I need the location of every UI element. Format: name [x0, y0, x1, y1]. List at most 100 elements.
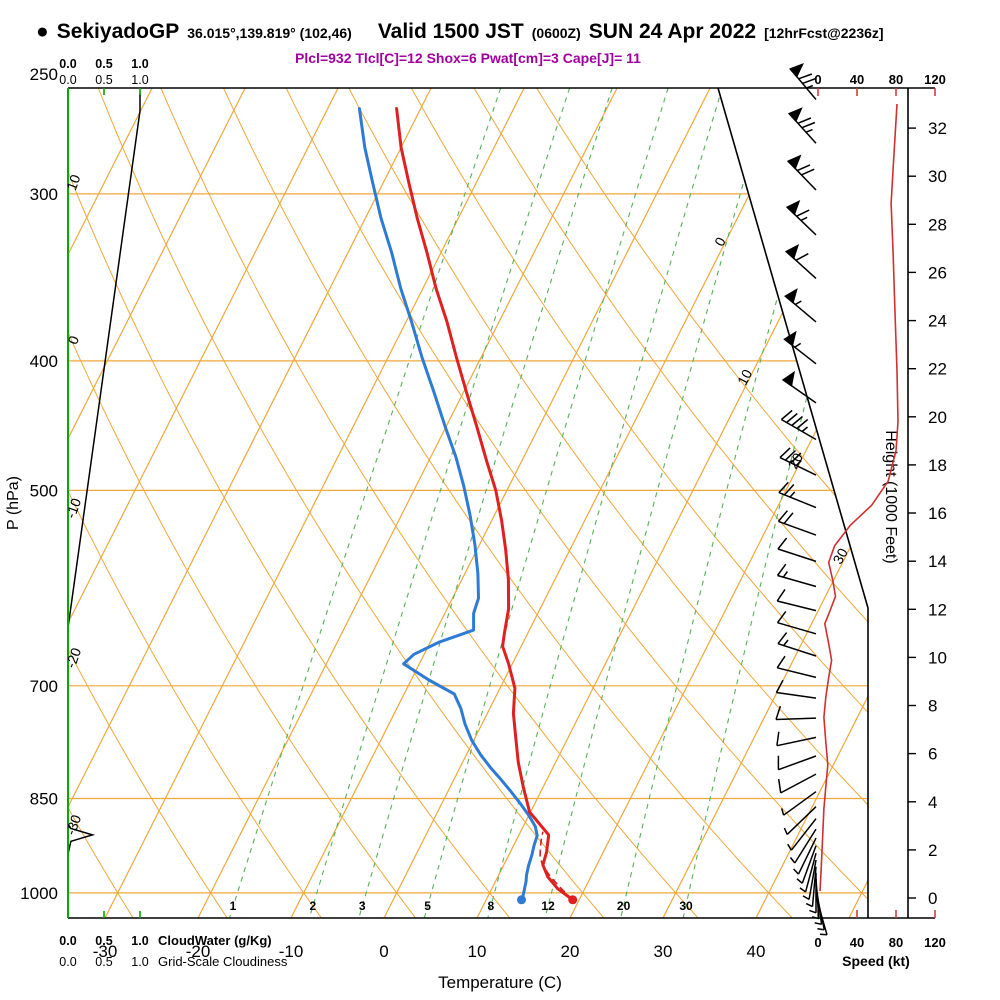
barb-full [791, 415, 803, 427]
barb-staff [778, 520, 817, 536]
speed-tick-label-top: 120 [924, 72, 946, 87]
wind-barb [799, 853, 817, 893]
barb-full [777, 537, 788, 550]
station-name: SekiyadoGP [56, 20, 180, 43]
wind-barb [777, 510, 817, 536]
barb-staff [777, 600, 817, 612]
mixing-ratio-line [487, 88, 723, 918]
barb-half [789, 857, 796, 864]
mixing-ratio-label: 3 [359, 899, 366, 913]
barb-full [798, 73, 813, 80]
cloudiness-scale-label-bottom: 0.5 [95, 955, 112, 969]
barb-staff [808, 859, 817, 900]
wind-barb [789, 828, 817, 864]
barb-half [801, 426, 808, 433]
wind-speed-profile [819, 103, 899, 892]
cloudiness-scale-label-bottom: 1.0 [131, 955, 148, 969]
isotherm-label: 10 [734, 366, 756, 387]
speed-tick-label-top: 0 [814, 72, 821, 87]
barb-half [805, 128, 813, 133]
mixing-ratio-label: 12 [541, 899, 555, 913]
isotherm-line [197, 88, 618, 918]
height-tick-label: 20 [928, 408, 947, 427]
isotherm-line [68, 88, 153, 918]
title-bar: ● SekiyadoGP 36.015°,139.819° (102,46) V… [36, 20, 884, 44]
pressure-axis-title: P (hPa) [5, 476, 22, 530]
wind-barb [776, 610, 817, 635]
pressure-tick-label: 400 [30, 352, 58, 371]
dry-adiabat-line [285, 88, 868, 918]
barb-full [776, 588, 786, 602]
cloudiness-scale-label-bottom: 0.0 [59, 955, 76, 969]
isotherm-label: 0 [711, 234, 729, 249]
wind-barb [780, 409, 817, 441]
wind-barb [776, 731, 817, 747]
height-tick-label: 8 [928, 697, 937, 716]
barb-staff [797, 837, 817, 875]
wind-barb [778, 481, 817, 509]
height-tick-label: 4 [928, 793, 937, 812]
barb-pennant [785, 200, 801, 216]
barb-half [814, 922, 822, 926]
temperature-tick-label: -20 [186, 942, 211, 961]
barb-full [777, 632, 788, 645]
dry-adiabat-label: 10 [63, 172, 83, 192]
height-axis-title: Height (1000 Feet) [882, 430, 899, 563]
barb-half [800, 216, 808, 222]
pressure-tick-label: 250 [30, 65, 58, 84]
wind-barb [779, 447, 817, 476]
dry-adiabat-line [473, 88, 868, 918]
dry-adiabat-line [68, 88, 228, 918]
isotherm-line [68, 88, 432, 918]
wind-barb [783, 806, 817, 835]
station-coords: 36.015°,139.819° (102,46) [187, 25, 352, 41]
barb-half [783, 827, 788, 835]
barb-half [817, 927, 825, 931]
barb-full [802, 77, 816, 85]
barb-full [784, 449, 797, 461]
speed-tick-label-top: 40 [850, 72, 864, 87]
wind-barb [787, 818, 817, 851]
barb-full [775, 705, 782, 720]
barb-full [790, 452, 802, 464]
barb-half [802, 895, 810, 901]
isotherm-line [68, 88, 339, 918]
barb-full [797, 117, 812, 124]
barb-half [795, 460, 802, 467]
barb-half [783, 639, 789, 646]
barb-full [775, 679, 784, 693]
barb-full [777, 510, 788, 522]
wind-barb [780, 791, 817, 816]
wind-barb [785, 243, 817, 279]
temperature-curve [395, 107, 575, 902]
barb-staff [776, 691, 817, 699]
barb-full [801, 168, 815, 176]
cloudwater-scale-label-bottom: 1.0 [131, 934, 148, 948]
wind-barb [796, 845, 817, 884]
barb-full [780, 409, 793, 421]
wind-barb [802, 859, 817, 901]
barb-staff [777, 548, 817, 563]
barb-full [776, 731, 780, 746]
barb-half [794, 300, 802, 306]
barb-staff [801, 845, 817, 884]
height-tick-label: 28 [928, 215, 947, 234]
isotherm-line [68, 88, 246, 918]
isotherm-line [569, 88, 868, 918]
isotherm-line [942, 88, 1000, 918]
barb-half [796, 878, 803, 884]
barb-half [782, 571, 789, 578]
dry-adiabat-line [68, 88, 417, 918]
isotherm-line [290, 88, 711, 918]
barb-staff [804, 853, 817, 893]
cloudiness-scale-label-top: 0.0 [59, 73, 76, 87]
temperature-tick-label: -10 [279, 942, 304, 961]
barb-full [783, 512, 794, 524]
isotherm-line [848, 88, 868, 918]
cloudwater-scale-label-bottom: 0.0 [59, 934, 76, 948]
barb-pennant [784, 288, 798, 304]
barb-full [786, 412, 798, 424]
barb-staff [781, 418, 817, 441]
wind-barb [786, 154, 817, 191]
